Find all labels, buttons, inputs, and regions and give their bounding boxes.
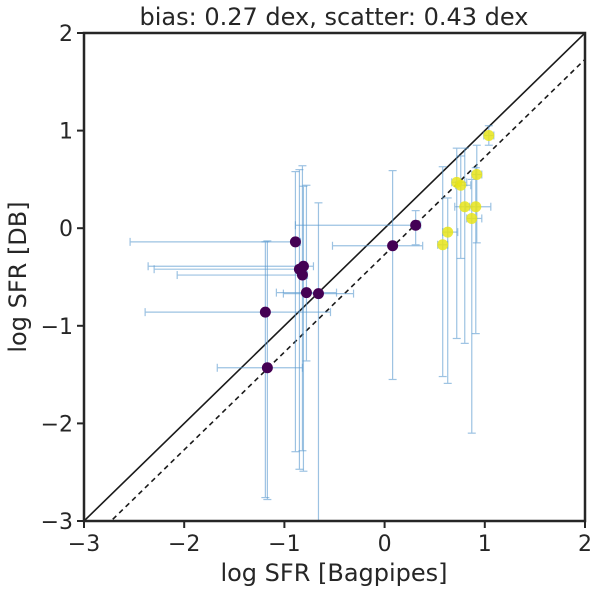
x-axis-ticks: −3 −2 −1 0 1 2: [68, 521, 592, 557]
data-point: [483, 129, 495, 141]
error-bar: [153, 169, 306, 470]
error-bar: [294, 210, 422, 246]
data-points: [259, 129, 495, 374]
error-bar: [465, 167, 492, 335]
error-bar: [176, 165, 309, 452]
data-point: [459, 201, 471, 213]
y-tick-label: 2: [59, 22, 73, 47]
error-bar: [282, 202, 355, 521]
data-point: [466, 212, 478, 224]
error-bar: [129, 170, 302, 453]
x-tick-label: −1: [268, 532, 300, 557]
y-axis-ticks: −3 −2 −1 0 1 2: [41, 22, 84, 535]
data-point: [300, 287, 312, 299]
x-tick-label: 0: [378, 532, 392, 557]
data-point: [442, 226, 454, 238]
x-tick-label: 2: [578, 532, 592, 557]
x-tick-label: 1: [478, 532, 492, 557]
error-bar: [331, 170, 424, 381]
data-point: [387, 240, 399, 252]
data-point: [455, 179, 467, 191]
plot-frame: [82, 31, 587, 523]
y-tick-label: −2: [41, 412, 73, 437]
data-point: [259, 306, 271, 318]
data-point: [410, 219, 422, 231]
data-point: [312, 288, 324, 300]
x-tick-label: −3: [68, 532, 100, 557]
chart-title: bias: 0.27 dex, scatter: 0.43 dex: [140, 3, 529, 31]
error-bars: [129, 125, 495, 521]
data-point: [261, 362, 273, 374]
error-bar: [216, 240, 304, 501]
data-point: [470, 201, 482, 213]
error-bar: [442, 197, 459, 384]
data-point: [437, 239, 449, 251]
data-point: [471, 169, 483, 181]
y-tick-label: 1: [59, 120, 73, 145]
data-point: [297, 260, 309, 272]
y-tick-label: −1: [41, 315, 73, 340]
y-axis-label: log SFR [DB]: [4, 201, 32, 352]
x-axis-label: log SFR [Bagpipes]: [220, 559, 447, 587]
y-tick-label: 0: [59, 217, 73, 242]
data-point: [296, 269, 308, 281]
data-point: [289, 236, 301, 248]
y-tick-label: −3: [41, 510, 73, 535]
error-bar: [471, 144, 483, 244]
x-tick-label: −2: [168, 532, 200, 557]
error-bar: [147, 185, 315, 472]
